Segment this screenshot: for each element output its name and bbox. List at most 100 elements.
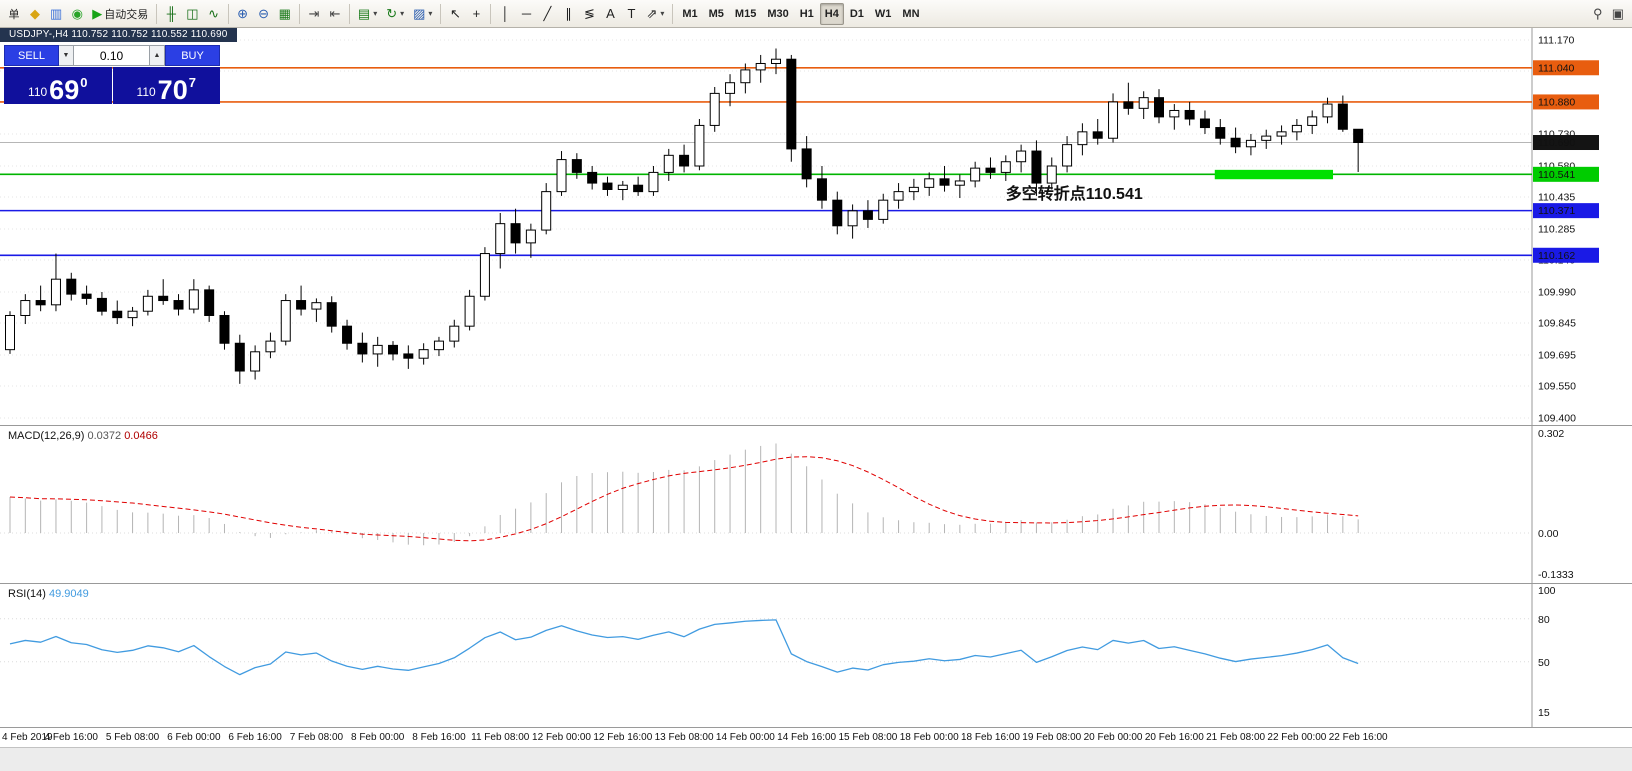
vertical-line-button[interactable]: │ <box>495 3 515 25</box>
price-axis-label: 109.990 <box>1538 287 1576 299</box>
trendline-icon: ╱ <box>543 6 552 21</box>
sell-price-pips: 69 <box>49 75 80 106</box>
timeframe-d1-button[interactable]: D1 <box>845 3 869 25</box>
autotrade-button[interactable]: ▶ 自动交易 <box>88 3 152 25</box>
line-chart-icon: ∿ <box>208 6 220 21</box>
market-watch-button[interactable]: ▥ <box>46 3 66 25</box>
text-button[interactable]: A <box>600 3 620 25</box>
turning-point-annotation[interactable]: 多空转折点110.541 <box>1006 184 1143 203</box>
chart-window: 111.170111.025110.880110.730110.580110.4… <box>0 28 1632 771</box>
chart-shift-icon: ⇤ <box>329 6 341 21</box>
timeframe-h1-button[interactable]: H1 <box>795 3 819 25</box>
lot-size-input[interactable] <box>74 45 150 66</box>
timeframe-mn-label: MN <box>902 7 920 20</box>
candle-bear <box>587 171 598 184</box>
crosshair-button[interactable]: + <box>466 3 486 25</box>
zoom-in-button[interactable]: ⊕ <box>233 3 253 25</box>
arrows-icon: ⇗ <box>646 6 658 21</box>
templates-button[interactable]: ▨ ▾ <box>409 3 436 25</box>
candle-bull <box>418 349 429 359</box>
fibonacci-button[interactable]: ≶ <box>579 3 599 25</box>
time-axis-label: 5 Feb 08:00 <box>105 732 160 743</box>
time-axis-label: 12 Feb 00:00 <box>532 732 591 743</box>
auto-scroll-icon: ⇥ <box>308 6 320 21</box>
periods-button[interactable]: ↻ ▾ <box>382 3 408 25</box>
timeframe-m5-button[interactable]: M5 <box>704 3 729 25</box>
price-chart-canvas[interactable]: 111.170111.025110.880110.730110.580110.4… <box>0 28 1632 425</box>
sell-button[interactable]: SELL <box>4 45 59 66</box>
line-chart-button[interactable]: ∿ <box>204 3 224 25</box>
support-zone-highlight[interactable] <box>1214 169 1334 180</box>
candle-bull <box>1077 131 1088 146</box>
candle-bull <box>771 58 781 64</box>
rsi-axis-label: 100 <box>1538 585 1556 597</box>
horizontal-line-button[interactable]: ─ <box>516 3 536 25</box>
timeframe-d1-label: D1 <box>849 7 864 20</box>
profiles-button[interactable]: ▣ <box>1608 3 1628 25</box>
tile-windows-button[interactable]: ▦ <box>275 3 295 25</box>
rsi-axis-label: 15 <box>1538 707 1550 719</box>
order-button[interactable]: 单 <box>4 3 24 25</box>
candle-chart-button[interactable]: ◫ <box>182 3 202 25</box>
channel-button[interactable]: ∥ <box>558 3 578 25</box>
candle-bear <box>1337 103 1348 130</box>
candle-bull <box>1138 97 1149 109</box>
new-chart-button[interactable]: ▤ ▾ <box>354 3 381 25</box>
price-axis-label: 110.435 <box>1538 191 1575 203</box>
price-axis-label: 109.845 <box>1538 317 1576 329</box>
profiles-icon: ▣ <box>1611 6 1624 21</box>
timeframe-m5-label: M5 <box>708 7 724 20</box>
search-button[interactable]: ⚲ <box>1588 3 1608 25</box>
candle-bull <box>265 340 276 353</box>
rsi-indicator-label: RSI(14) 49.9049 <box>8 588 89 600</box>
templates-caret-icon: ▾ <box>428 9 433 18</box>
buy-price-display[interactable]: 110 70 7 <box>112 67 220 104</box>
text-label-button[interactable]: T <box>621 3 641 25</box>
auto-scroll-button[interactable]: ⇥ <box>304 3 324 25</box>
time-axis-label: 11 Feb 08:00 <box>471 732 530 743</box>
timeframe-m15-button[interactable]: M15 <box>730 3 761 25</box>
candle-bull <box>954 180 965 186</box>
chart-shift-button[interactable]: ⇤ <box>325 3 345 25</box>
timeframe-w1-button[interactable]: W1 <box>870 3 897 25</box>
timeframe-mn-button[interactable]: MN <box>897 3 924 25</box>
macd-panel-canvas[interactable]: MACD(12,26,9) 0.0372 0.0466 0.302 0.00 -0.1… <box>0 425 1632 583</box>
one-click-trading-panel: SELL ▼ ▲ BUY 110 69 0 110 70 7 <box>4 45 220 104</box>
timeframe-m1-button[interactable]: M1 <box>677 3 702 25</box>
candle-bull <box>1046 165 1057 184</box>
lot-increase-button[interactable]: ▲ <box>150 45 165 66</box>
bar-chart-button[interactable]: ╫ <box>161 3 181 25</box>
candle-bull <box>740 69 751 84</box>
new-order-icon: ◆ <box>30 6 40 21</box>
timeframe-h4-button[interactable]: H4 <box>819 2 844 25</box>
candle-bull <box>433 340 444 351</box>
rsi-axis-label: 80 <box>1538 614 1550 626</box>
zoom-out-button[interactable]: ⊖ <box>254 3 274 25</box>
periods-icon: ↻ <box>386 6 398 21</box>
lot-decrease-button[interactable]: ▼ <box>59 45 74 66</box>
time-axis: 4 Feb 2019 4 Feb 16:00 5 Feb 08:00 6 Feb 00… <box>0 727 1632 748</box>
arrows-button[interactable]: ⇗ ▾ <box>642 3 668 25</box>
sell-price-point: 0 <box>80 75 88 90</box>
info-button[interactable]: ◉ <box>67 3 87 25</box>
trade-panel-prices: 110 69 0 110 70 7 <box>4 67 220 104</box>
candle-bear <box>66 278 77 295</box>
candle-bear <box>816 178 827 201</box>
candle-bull <box>1169 109 1180 118</box>
timeframe-m30-button[interactable]: M30 <box>762 3 793 25</box>
time-axis-label: 22 Feb 00:00 <box>1267 732 1327 743</box>
candle-bull <box>1000 161 1011 173</box>
trendline-button[interactable]: ╱ <box>537 3 557 25</box>
toolbar-separator <box>298 3 300 24</box>
candle-bull <box>970 167 981 182</box>
sell-price-display[interactable]: 110 69 0 <box>4 67 112 104</box>
bar-chart-icon: ╫ <box>166 6 176 21</box>
rsi-panel-canvas[interactable]: RSI(14) 49.9049 100 80 50 15 <box>0 583 1632 727</box>
new-order-button[interactable]: ◆ <box>25 3 45 25</box>
cursor-button[interactable]: ↖ <box>445 3 465 25</box>
rsi-line <box>9 619 1359 676</box>
new-chart-icon: ▤ <box>357 6 371 21</box>
buy-button[interactable]: BUY <box>165 45 220 66</box>
price-level-badge <box>1533 203 1599 219</box>
